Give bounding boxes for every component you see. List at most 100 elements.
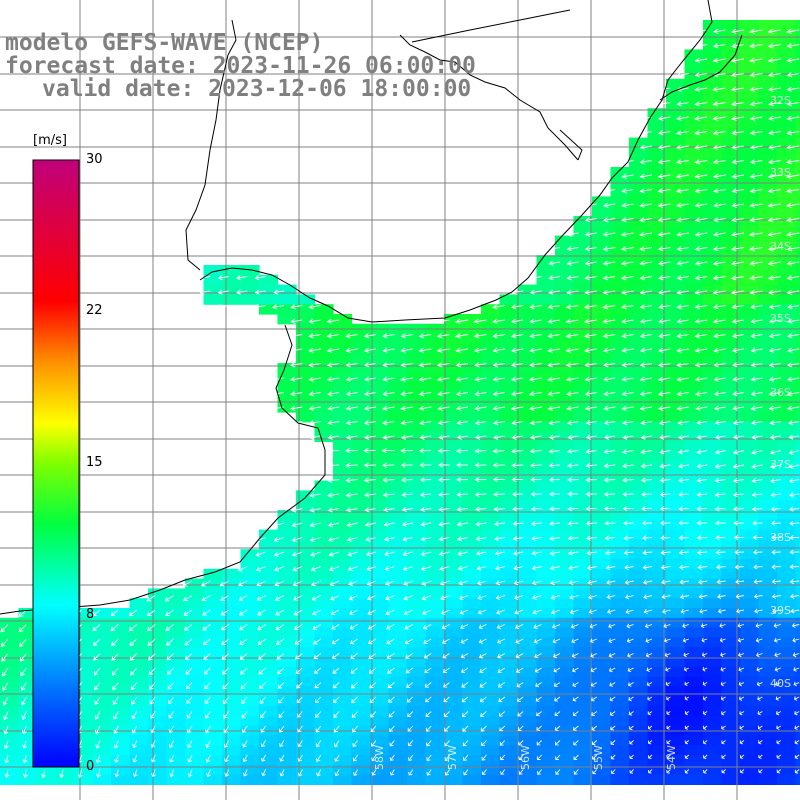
wind-arrow: [730, 260, 745, 266]
speed-cell: [444, 549, 464, 560]
speed-cell: [370, 715, 390, 727]
speed-cell: [703, 735, 723, 746]
wind-arrow: [400, 362, 413, 368]
speed-cell: [425, 598, 445, 609]
speed-cell: [758, 39, 778, 50]
wind-arrow: [289, 347, 303, 353]
wind-arrow: [3, 725, 9, 735]
wind-arrow: [644, 623, 653, 629]
speed-cell: [592, 451, 612, 462]
wind-arrow: [715, 549, 726, 555]
speed-cell: [277, 745, 297, 756]
wind-arrow: [327, 507, 340, 513]
speed-cell: [684, 519, 704, 531]
speed-cell: [277, 764, 297, 776]
wind-arrow: [419, 477, 432, 483]
speed-cell: [647, 627, 667, 638]
speed-cell: [740, 382, 760, 393]
wind-arrow: [749, 246, 763, 252]
speed-cell: [370, 363, 390, 374]
wind-arrow: [326, 448, 340, 454]
speed-cell: [277, 598, 297, 609]
speed-cell: [592, 588, 612, 599]
speed-cell: [703, 88, 723, 99]
speed-cell: [462, 421, 482, 433]
speed-cell: [777, 764, 797, 776]
wind-arrow: [712, 43, 726, 49]
wind-arrow: [367, 624, 377, 630]
wind-arrow: [437, 420, 450, 426]
speed-cell: [518, 568, 538, 580]
speed-cell: [721, 225, 741, 237]
wind-arrow: [332, 682, 340, 689]
speed-cell: [481, 333, 501, 344]
speed-cell: [592, 382, 612, 393]
wind-arrow: [531, 521, 542, 527]
speed-cell: [684, 686, 704, 697]
speed-cell: [259, 568, 279, 580]
wind-arrow: [646, 667, 653, 673]
speed-cell: [666, 265, 686, 276]
speed-cell: [740, 235, 760, 246]
speed-cell: [111, 764, 131, 776]
speed-cell: [684, 206, 704, 217]
speed-cell: [740, 88, 760, 99]
speed-cell: [407, 608, 427, 619]
speed-cell: [425, 470, 445, 482]
wind-arrow: [657, 231, 671, 237]
wind-arrow: [712, 304, 726, 310]
wind-arrow: [547, 318, 561, 324]
speed-cell: [481, 363, 501, 374]
speed-cell: [758, 490, 778, 501]
wind-arrow: [752, 534, 763, 541]
wind-arrow: [712, 28, 726, 34]
wind-arrow: [22, 769, 28, 778]
wind-arrow: [279, 769, 285, 777]
speed-cell: [795, 392, 800, 403]
speed-cell: [203, 676, 223, 687]
wind-arrow: [751, 449, 763, 455]
speed-cell: [758, 764, 778, 776]
speed-cell: [777, 98, 797, 109]
wind-arrow: [785, 188, 800, 194]
wind-arrow: [530, 477, 542, 483]
speed-cell: [499, 706, 519, 717]
speed-cell: [795, 118, 800, 129]
speed-cell: [703, 519, 723, 531]
wind-arrow: [420, 521, 432, 527]
speed-cell: [240, 578, 260, 589]
speed-cell: [592, 284, 612, 295]
speed-cell: [462, 706, 482, 717]
wind-arrow: [271, 376, 285, 382]
speed-cell: [407, 402, 427, 413]
speed-cell: [795, 441, 800, 452]
speed-cell: [333, 559, 353, 570]
speed-cell: [740, 657, 760, 668]
wind-arrow: [624, 594, 634, 600]
speed-cell: [610, 500, 630, 511]
wind-arrow: [639, 202, 653, 208]
speed-cell: [296, 666, 316, 678]
wind-arrow: [371, 769, 377, 776]
wind-arrow: [694, 72, 708, 78]
wind-arrow: [147, 638, 156, 646]
speed-cell: [684, 441, 704, 452]
wind-arrow: [573, 754, 579, 760]
wind-arrow: [93, 653, 101, 661]
wind-arrow: [696, 549, 708, 556]
wind-arrow: [591, 696, 598, 702]
speed-cell: [777, 412, 797, 423]
speed-cell: [721, 274, 741, 286]
speed-cell: [518, 382, 538, 393]
speed-cell: [518, 637, 538, 648]
speed-cell: [462, 314, 482, 325]
speed-cell: [758, 627, 778, 638]
wind-arrow: [767, 28, 781, 34]
wind-arrow: [187, 769, 193, 778]
speed-cell: [647, 225, 667, 237]
wind-arrow: [256, 595, 266, 601]
speed-cell: [795, 745, 800, 756]
wind-arrow: [274, 595, 285, 601]
wind-arrow: [168, 740, 175, 749]
